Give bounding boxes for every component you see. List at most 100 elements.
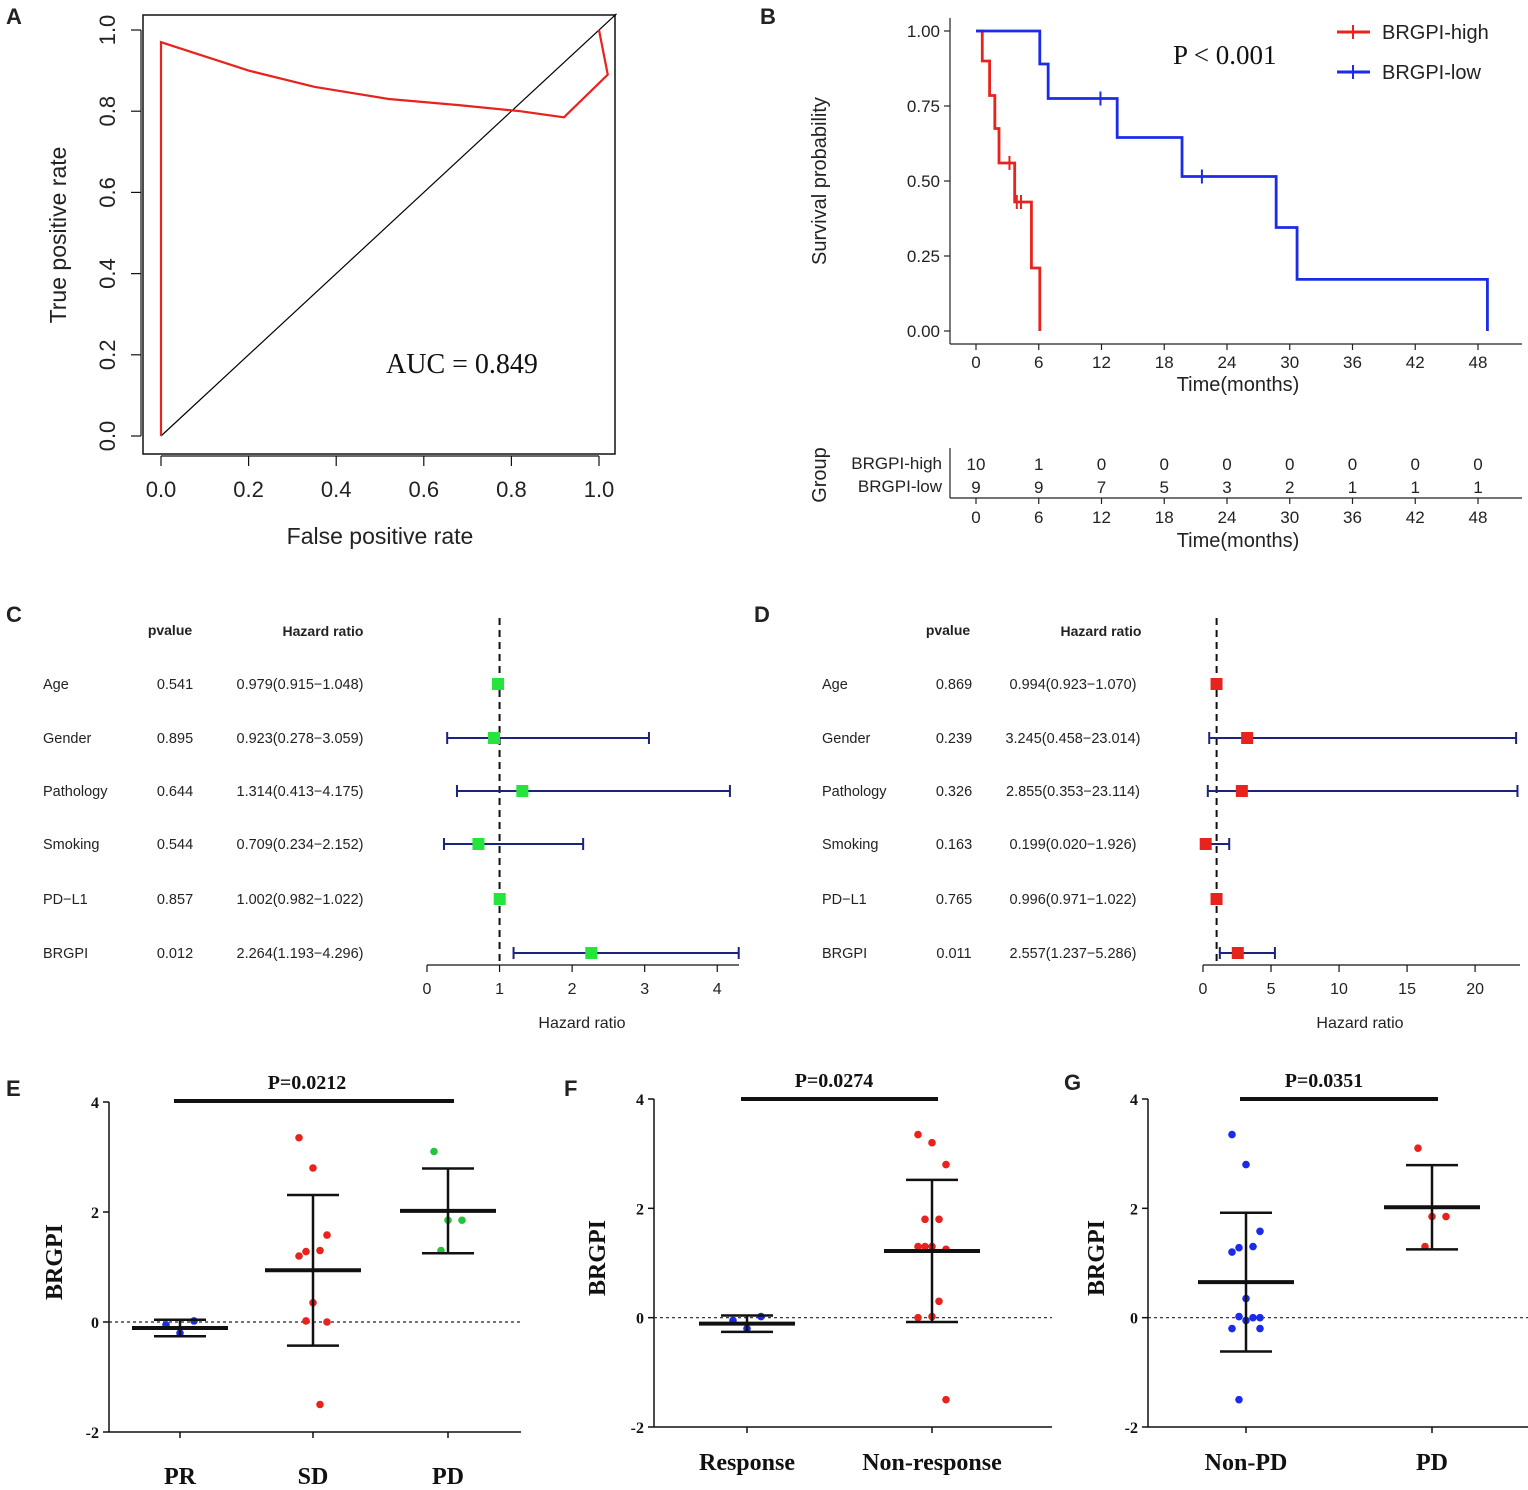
risk-x-tick-label: 30: [1280, 508, 1299, 527]
dotplot-point-sd: [302, 1317, 310, 1325]
forest-row-pvalue: 0.011: [936, 946, 971, 962]
forest-row-hr-text: 0.709(0.234−2.152): [237, 837, 364, 853]
risk-count-brgpi-high: 1: [1034, 455, 1043, 474]
dotplot-point-non-pd: [1256, 1227, 1264, 1236]
dotplot-point-non-pd: [1228, 1248, 1236, 1256]
panel-letter-a: A: [6, 4, 22, 29]
forest-row-hr-text: 2.557(1.237−5.286): [1010, 946, 1137, 962]
forest-c-axis: 0 1 2 3 4: [423, 964, 739, 998]
dotplot-point-pd: [430, 1147, 438, 1156]
risk-x-tick-label: 18: [1155, 508, 1174, 527]
km-x-tick-label: 24: [1218, 353, 1237, 372]
km-x-tick-label: 6: [1034, 353, 1043, 372]
roc-curve: [159, 29, 609, 436]
dotplot-category-label-pd: PD: [1416, 1450, 1448, 1476]
km-x-tick-label: 48: [1469, 353, 1488, 372]
roc-reference-line: [160, 13, 617, 437]
panel-letter-d: D: [754, 602, 770, 627]
km-curve-brgpi-low: [976, 29, 1489, 331]
forest-row-hr-text: 0.923(0.278−3.059): [237, 731, 364, 747]
forest-row-hr-text: 1.002(0.982−1.022): [237, 892, 364, 908]
dotplot-point-non-pd: [1256, 1313, 1264, 1322]
panel-letter-c: C: [6, 602, 22, 627]
km-y-tick-label: 0.75: [907, 97, 940, 116]
dotplot-y-tick-label: -2: [631, 1420, 644, 1437]
forest-row-label-pathology: Pathology: [822, 784, 887, 800]
risk-row-label-brgpi-low: BRGPI-low: [858, 477, 943, 496]
km-x-tick-label: 36: [1343, 353, 1362, 372]
roc-y-tick-label: 0.4: [95, 258, 120, 289]
forest-c-rows: Age 0.541 0.979(0.915−1.048) Gender 0.895 0.9…: [43, 618, 740, 965]
forest-row-hr-text: 3.245(0.458−23.014): [1005, 731, 1140, 747]
km-x-tick-label: 42: [1406, 353, 1425, 372]
forest-row-pvalue: 0.541: [157, 677, 193, 693]
dotplot-point-sd: [316, 1246, 324, 1255]
dotplot-y-tick-label: -2: [1125, 1420, 1138, 1437]
dotplot-y-tick-label: -2: [86, 1425, 99, 1442]
forest-d-rows: Age 0.869 0.994(0.923−1.070) Gender 0.239 3.2…: [822, 618, 1519, 965]
roc-x-tick-label: 0.4: [321, 477, 352, 502]
risk-count-brgpi-low: 9: [971, 478, 980, 497]
dotplot-point-non-pd: [1249, 1313, 1257, 1322]
forest-row-label-smoking: Smoking: [43, 837, 99, 853]
forest-row-hr-text: 0.994(0.923−1.070): [1010, 677, 1137, 693]
forest-hr-marker: [1235, 785, 1248, 797]
km-x-axis-label: Time(months): [1177, 374, 1300, 396]
forest-hr-marker: [1199, 838, 1212, 850]
dotplot-point-sd: [323, 1231, 331, 1239]
dotplot-f-pvalue: P=0.0274: [795, 1070, 874, 1092]
forest-row-hr-text: 2.855(0.353−23.114): [1006, 784, 1140, 800]
risk-count-brgpi-low: 1: [1411, 478, 1420, 497]
dotplot-point-non-response: [935, 1215, 943, 1224]
forest-x-tick-label: 15: [1398, 981, 1416, 998]
panel-e-dotplot: BRGPI P=0.0212 -2 0 2 4 PR SD PD: [42, 1072, 521, 1490]
roc-y-tick-label: 1.0: [95, 15, 120, 46]
forest-d-axis: 0 5 10 15 20: [1199, 964, 1520, 998]
km-y-tick-label: 0.00: [907, 322, 940, 341]
dotplot-point-pd: [458, 1216, 466, 1225]
forest-hr-marker: [472, 838, 485, 850]
forest-hr-marker: [487, 732, 500, 744]
risk-x-tick-label: 48: [1469, 508, 1488, 527]
dotplot-y-tick-label: 0: [91, 1315, 99, 1332]
forest-x-tick-label: 4: [713, 981, 722, 998]
roc-y-tick-label: 0.8: [95, 96, 120, 127]
panel-c-forest: pvalue Hazard ratio Age 0.541 0.979(0.915−…: [43, 618, 740, 1032]
dotplot-point-non-response: [921, 1215, 929, 1224]
dotplot-point-non-pd: [1235, 1395, 1243, 1404]
forest-row-pvalue: 0.012: [157, 946, 193, 962]
panel-f-dotplot: BRGPI P=0.0274 -2 0 2 4 Response Non-response: [585, 1070, 1052, 1476]
dotplot-y-tick-label: 4: [636, 1092, 644, 1109]
dotplot-point-sd: [323, 1318, 331, 1326]
dotplot-point-non-response: [942, 1395, 950, 1404]
risk-x-tick-label: 42: [1406, 508, 1425, 527]
forest-row-hr-text: 2.264(1.193−4.296): [237, 946, 364, 962]
roc-y-tick-label: 0.0: [95, 421, 120, 452]
forest-x-tick-label: 0: [423, 981, 432, 998]
dotplot-point-sd: [295, 1252, 303, 1260]
risk-x-tick-label: 12: [1092, 508, 1111, 527]
panel-a-roc: 0.0 0.2 0.4 0.6 0.8 1.0 0.0 0.2 0.4 0.6 0.8 1.0 AU…: [45, 13, 617, 549]
dotplot-category-label-sd: SD: [298, 1464, 329, 1490]
forest-row-pvalue: 0.869: [936, 677, 972, 693]
roc-x-tick-label: 0.8: [496, 477, 527, 502]
forest-d-x-axis-label: Hazard ratio: [1316, 1015, 1403, 1032]
forest-hr-marker: [1241, 732, 1254, 744]
roc-x-tick-label: 1.0: [584, 477, 615, 502]
panel-letter-g: G: [1064, 1070, 1081, 1095]
dotplot-f-marks: -2 0 2 4 Response Non-response: [631, 1092, 1052, 1476]
forest-row-label-smoking: Smoking: [822, 837, 878, 853]
forest-x-tick-label: 20: [1466, 981, 1484, 998]
panel-b-km: 0 6 12 18 24 30 36 42 48 0.000.250.500.751.00 P …: [809, 18, 1522, 552]
forest-hr-marker: [585, 947, 598, 959]
forest-hr-marker: [493, 893, 506, 905]
forest-row-hr-text: 1.314(0.413−4.175): [237, 784, 364, 800]
risk-count-brgpi-low: 3: [1222, 478, 1231, 497]
forest-x-tick-label: 3: [640, 981, 649, 998]
risk-count-brgpi-high: 0: [1348, 455, 1357, 474]
forest-hr-marker: [492, 678, 505, 690]
risk-count-brgpi-high: 10: [967, 455, 986, 474]
forest-row-label-age: Age: [822, 677, 848, 693]
roc-x-tick-label: 0.6: [409, 477, 440, 502]
risk-table: Group BRGPI-high BRGPI-low 10 1 0 0 0 0 0 0 09 9 7…: [809, 447, 1522, 552]
